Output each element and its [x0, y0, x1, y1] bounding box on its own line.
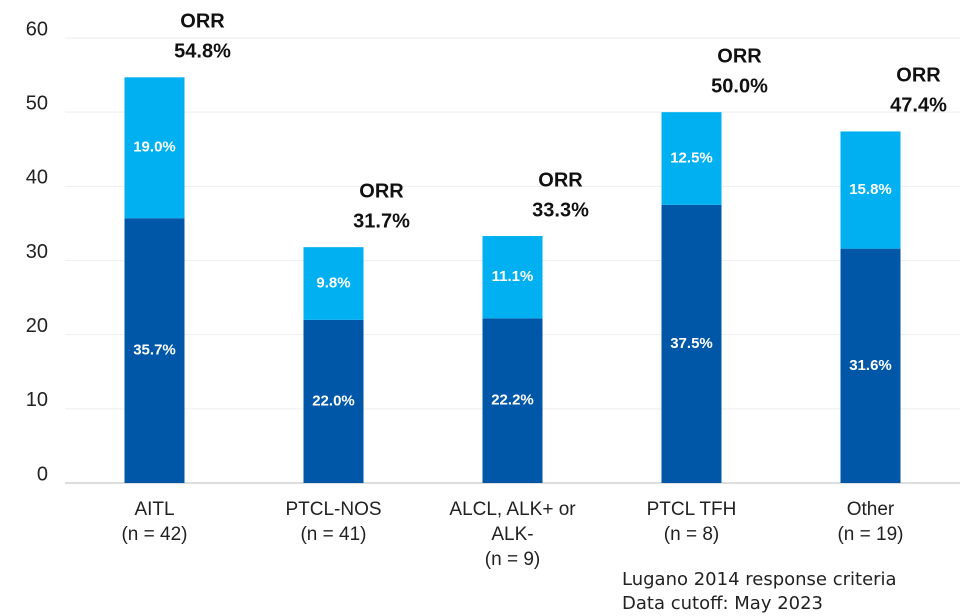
bar-segment	[124, 218, 185, 483]
footnote: Data cutoff: May 2023	[622, 593, 823, 614]
x-tick-label: Other	[847, 499, 895, 520]
value-label: 22.0%	[312, 392, 355, 409]
y-tick-label: 50	[26, 92, 48, 114]
x-tick-label: PTCL-NOS	[285, 499, 381, 520]
annotation: ORR	[896, 65, 941, 87]
x-tick-label: (n = 42)	[121, 524, 187, 545]
bar-segment	[840, 248, 901, 483]
annotation: ORR	[359, 180, 404, 202]
footnote: Lugano 2014 response criteria	[622, 569, 897, 590]
y-tick-label: 30	[26, 241, 48, 263]
y-tick-label: 60	[26, 18, 48, 40]
annotation: 47.4%	[890, 95, 947, 117]
x-tick-label: ALK-	[491, 524, 533, 545]
bar-segment	[482, 236, 543, 319]
bar-segment	[303, 247, 364, 320]
annotation: 50.0%	[711, 75, 768, 97]
bar-segment	[482, 318, 543, 483]
x-tick-label: AITL	[134, 499, 174, 520]
x-tick-label: PTCL TFH	[647, 499, 737, 520]
bar-segment	[124, 77, 185, 219]
y-tick-label: 40	[26, 167, 48, 189]
annotation: 31.7%	[353, 210, 410, 232]
y-tick-label: 20	[26, 315, 48, 337]
bar-segment	[840, 131, 901, 249]
y-tick-label: 10	[26, 389, 48, 411]
annotation: ORR	[717, 45, 762, 67]
value-label: 37.5%	[670, 335, 713, 352]
x-tick-label: ALCL, ALK+ or	[449, 499, 576, 520]
value-label: 11.1%	[492, 268, 534, 285]
annotation: 33.3%	[532, 199, 589, 221]
x-tick-label: (n = 19)	[837, 524, 903, 545]
x-tick-label: (n = 41)	[300, 524, 366, 545]
value-label: 22.2%	[491, 392, 534, 409]
bar-segment	[661, 204, 722, 483]
x-tick-label: (n = 8)	[664, 524, 719, 545]
annotation: ORR	[180, 11, 225, 33]
bar-segment	[303, 319, 364, 483]
value-label: 9.8%	[316, 274, 350, 291]
bar-segment	[661, 112, 722, 205]
annotation: ORR	[538, 169, 583, 191]
y-tick-label: 0	[37, 463, 48, 485]
annotation: 54.8%	[174, 41, 231, 63]
value-label: 31.6%	[849, 357, 892, 374]
value-label: 15.8%	[849, 181, 892, 198]
x-tick-label: (n = 9)	[485, 549, 540, 570]
value-label: 35.7%	[133, 342, 176, 359]
value-label: 12.5%	[670, 149, 713, 166]
value-label: 19.0%	[133, 139, 176, 156]
